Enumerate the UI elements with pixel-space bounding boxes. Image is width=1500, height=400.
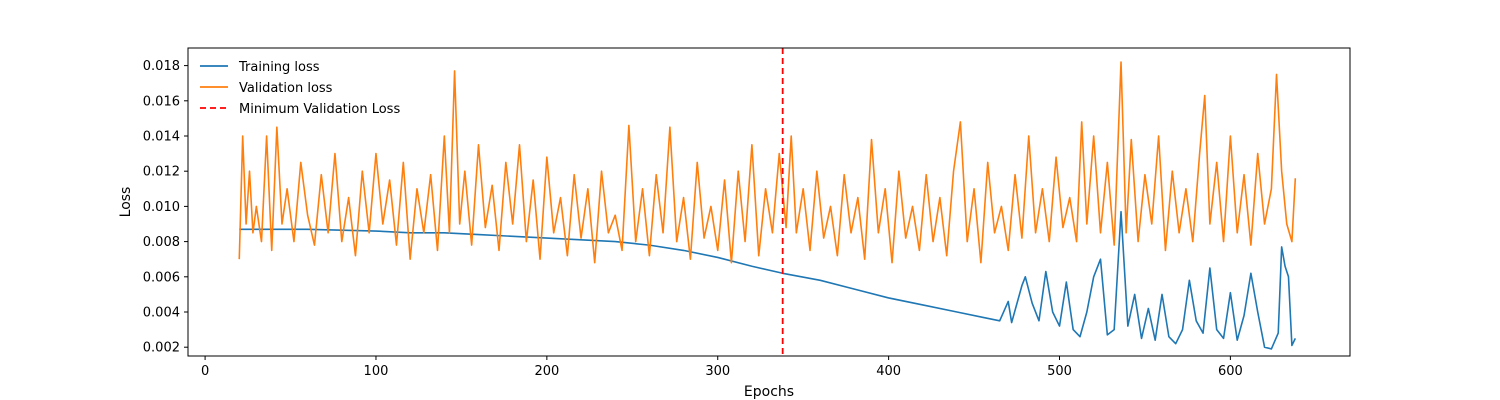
x-axis-label: Epochs [744,384,794,400]
y-tick-label: 0.004 [143,306,180,321]
x-tick-label: 600 [1218,364,1243,379]
y-axis: 0.002 0.004 0.006 0.008 0.010 0.012 0.014 0.016… [143,59,188,356]
y-tick-label: 0.008 [143,235,180,250]
legend-label-1: Validation loss [239,81,333,96]
x-tick-label: 200 [534,364,559,379]
y-tick-label: 0.006 [143,270,180,285]
series-line-1 [238,61,1297,264]
y-tick-label: 0.010 [143,200,180,215]
legend-label-2: Minimum Validation Loss [239,102,400,117]
x-axis: 0 100 200 300 400 500 600 [201,356,1243,379]
y-axis-label: Loss [118,187,134,218]
x-tick-label: 500 [1047,364,1072,379]
legend: Training loss Validation loss Minimum Vali… [200,60,400,117]
x-tick-label: 400 [876,364,901,379]
plot-frame [187,47,1351,357]
y-tick-label: 0.018 [143,59,180,74]
legend-label-0: Training loss [238,60,320,75]
x-tick-label: 0 [201,364,209,379]
series-layer [238,48,1297,356]
y-tick-label: 0.016 [143,94,180,109]
x-tick-label: 300 [705,364,730,379]
series-line-0 [239,210,1297,350]
y-tick-label: 0.012 [143,165,180,180]
y-tick-label: 0.014 [143,130,180,145]
y-tick-label: 0.002 [143,341,180,356]
x-tick-label: 100 [364,364,389,379]
